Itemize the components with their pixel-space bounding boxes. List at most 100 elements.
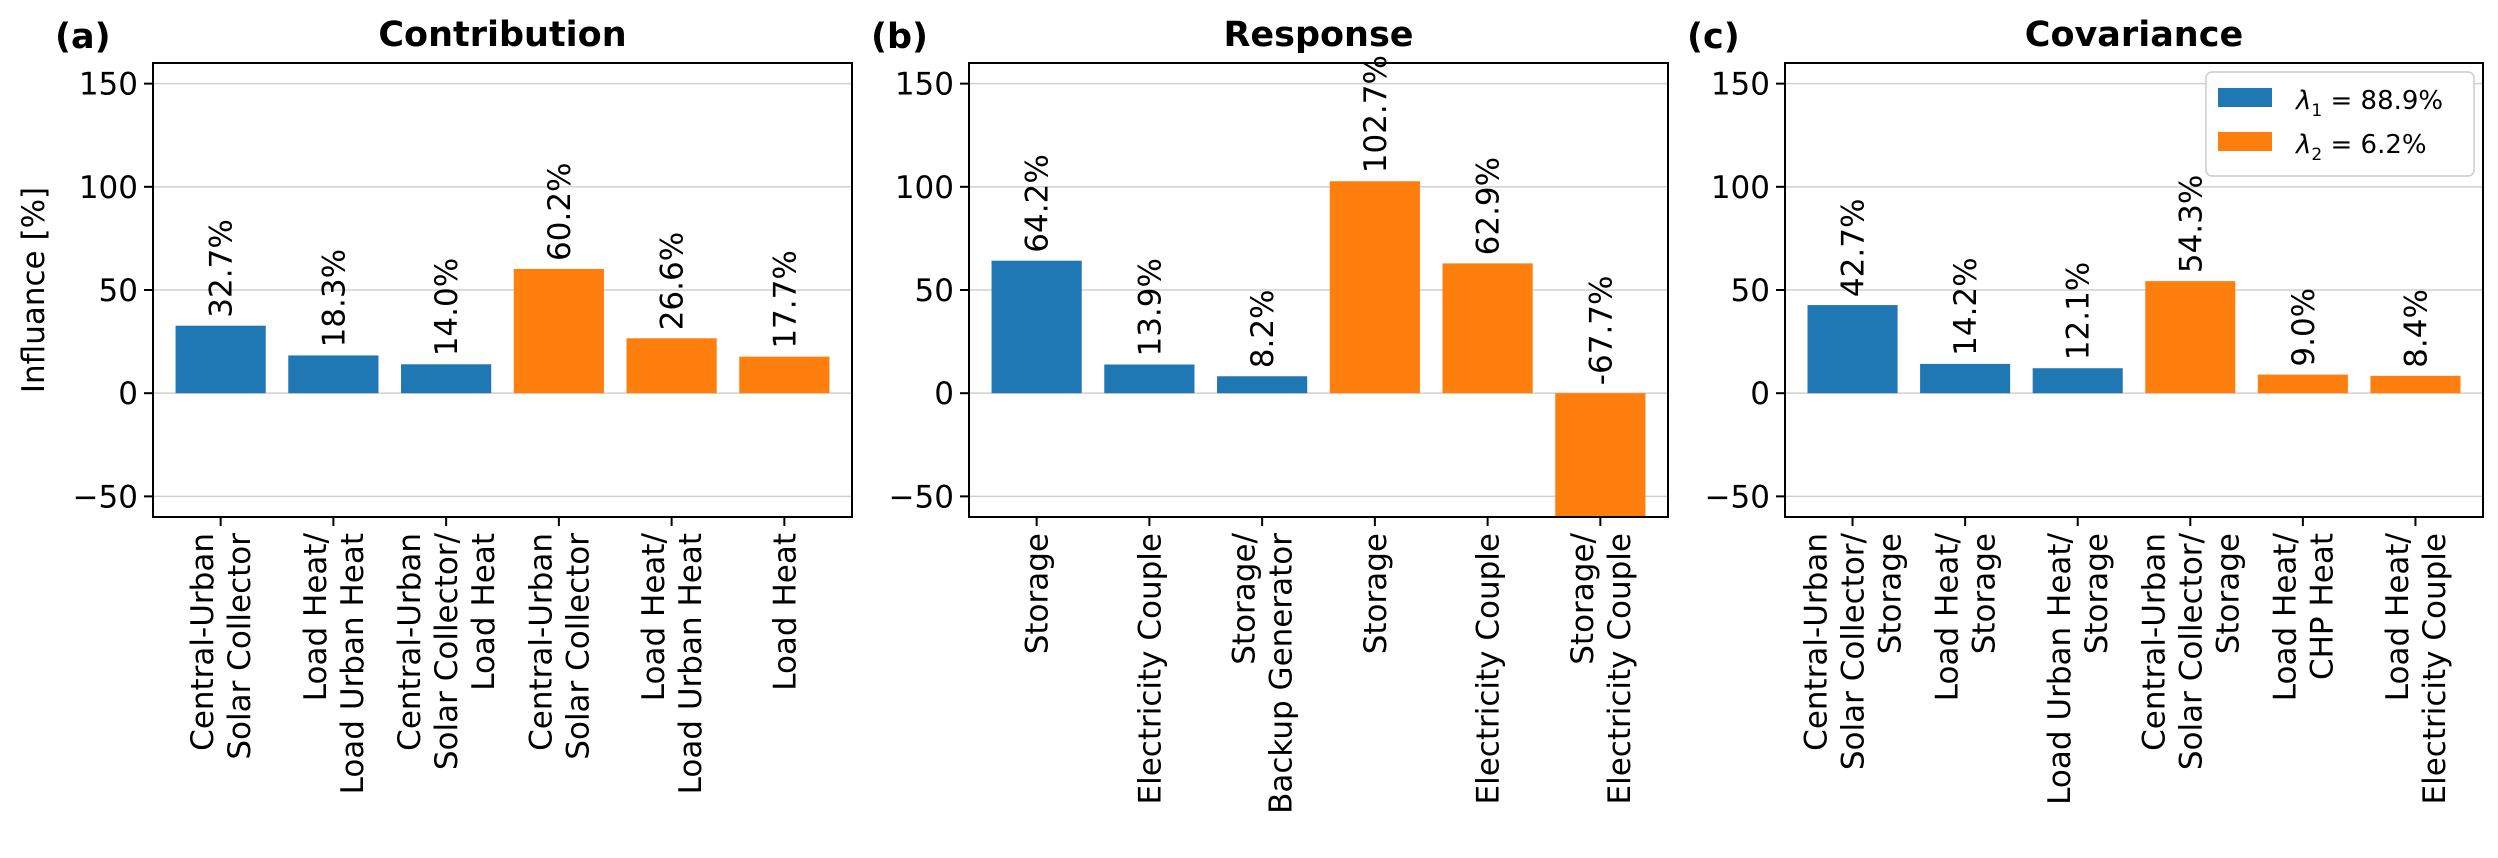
- x-tick-label: Electricity Couple: [1471, 533, 1507, 804]
- legend-label-sub: 2: [2311, 145, 2322, 165]
- panel-title: Response: [1223, 15, 1413, 55]
- bar-value-label: 42.7%: [1836, 199, 1872, 297]
- panel-label: (a): [55, 17, 111, 57]
- bar: [2145, 281, 2236, 394]
- x-tick-label-line: Storage: [1020, 533, 1056, 654]
- x-tick-label: Storage: [1020, 533, 1056, 654]
- x-tick-label-line: Load Urban Heat: [673, 533, 709, 794]
- x-tick-label-line: Electricity Couple: [1132, 533, 1168, 804]
- x-tick-label: Load Heat/Storage: [1930, 532, 2003, 701]
- y-tick-label: 0: [1750, 376, 1770, 412]
- x-tick-label-line: Electricity Couple: [2417, 533, 2453, 804]
- bars-group: [991, 181, 1646, 517]
- x-tick-label-line: Central-Urban: [392, 533, 428, 751]
- x-tick-label-line: Electricity Couple: [1471, 533, 1507, 804]
- chart-panel-2: 64.2% 13.9% 8.2% 102.7% 62.9% -67.7% −50 0 50 100…: [871, 15, 1669, 814]
- y-tick-label: 150: [895, 67, 954, 103]
- bar-value-label: -67.7%: [1583, 276, 1619, 386]
- panel-title: Covariance: [2025, 15, 2243, 55]
- x-tick-label-line: Central-Urban: [1799, 533, 1835, 751]
- bars-group: [175, 268, 830, 394]
- bar: [1442, 263, 1533, 394]
- bar: [1920, 363, 2011, 394]
- y-tick-label: 150: [1711, 67, 1770, 103]
- x-tick-label: Storage/Electricity Couple: [1565, 532, 1638, 804]
- chart-panel-3: 42.7% 14.2% 12.1% 54.3% 9.0% 8.4% −50 0 50 100 150…: [1687, 15, 2484, 805]
- legend-swatch: [2218, 88, 2272, 107]
- x-tick-label: Central-UrbanSolar Collector/Storage: [2136, 532, 2246, 770]
- bar-value-label: 102.7%: [1358, 55, 1394, 173]
- x-tick-label-line: Load Heat/: [1930, 532, 1966, 701]
- legend: λ1 = 88.9% λ2 = 6.2%: [2205, 71, 2475, 177]
- x-tick-label-line: Storage: [2079, 533, 2115, 654]
- legend-swatch: [2218, 132, 2272, 151]
- panel-title: Contribution: [378, 15, 626, 55]
- bar-value-label: 14.2%: [1948, 257, 1984, 355]
- bar: [401, 364, 492, 394]
- x-tick-label-line: Storage: [1967, 533, 2003, 654]
- legend-label: λ1 = 88.9%: [2294, 86, 2443, 121]
- bar: [513, 268, 604, 394]
- bar-value-label: 13.9%: [1132, 258, 1168, 356]
- x-tick-label: Load Heat/Load Urban Heat: [636, 532, 709, 794]
- bar-value-label: 60.2%: [542, 162, 578, 260]
- legend-label: λ2 = 6.2%: [2294, 130, 2427, 165]
- x-tick-label: Central-UrbanSolar Collector: [523, 533, 596, 760]
- y-tick-label: 100: [1711, 170, 1770, 206]
- legend-label-rest: = 6.2%: [2322, 130, 2426, 160]
- x-tick-label-line: CHP Heat: [2304, 533, 2340, 680]
- x-tick-label-line: Storage/: [1227, 532, 1263, 664]
- x-tick-label-line: Storage: [2210, 533, 2246, 654]
- bar: [2032, 368, 2123, 394]
- x-tick-label: Central-UrbanSolar Collector/Storage: [1799, 532, 1909, 770]
- x-tick-label-line: Load Heat/: [2380, 532, 2416, 701]
- panel-label: (b): [871, 17, 928, 57]
- bar: [2257, 374, 2348, 394]
- bar-value-label: 8.4%: [2398, 289, 2434, 368]
- y-tick-label: −50: [1705, 479, 1770, 515]
- legend-label-sub: 1: [2311, 101, 2322, 121]
- x-tick-label-line: Solar Collector/: [1836, 532, 1872, 770]
- bar: [175, 325, 266, 394]
- x-tick-label: Storage: [1358, 533, 1394, 654]
- panel-label: (c): [1687, 17, 1740, 57]
- bar-value-label: 9.0%: [2286, 288, 2322, 367]
- bar: [1217, 376, 1308, 394]
- x-tick-label-line: Load Heat/: [298, 532, 334, 701]
- x-tick-label-line: Storage/: [1565, 532, 1601, 664]
- x-tick-label: Load Heat: [767, 533, 803, 691]
- x-tick-label-line: Solar Collector/: [2173, 532, 2209, 770]
- bar-value-label: 12.1%: [2061, 262, 2097, 360]
- bar: [991, 260, 1082, 394]
- chart-panel-1: 32.7% 18.3% 14.0% 60.2% 26.6% 17.7% −50 0 50 100 1…: [16, 15, 853, 794]
- bar-value-label: 62.9%: [1471, 157, 1507, 255]
- bar: [1329, 181, 1420, 394]
- x-tick-label-line: Central-Urban: [185, 533, 221, 751]
- x-tick-label: Central-UrbanSolar Collector: [185, 533, 258, 760]
- x-tick-label-line: Electricity Couple: [1602, 533, 1638, 804]
- legend-label-var: λ: [2294, 130, 2311, 160]
- y-axis-label: Influance [%]: [16, 187, 52, 393]
- x-tick-label-line: Load Heat/: [2267, 532, 2303, 701]
- x-tick-label: Central-UrbanSolar Collector/Load Heat: [392, 532, 502, 770]
- x-tick-label-line: Solar Collector: [222, 533, 258, 760]
- y-tick-label: 50: [99, 273, 138, 309]
- x-tick-label: Load Urban Heat/Storage: [2042, 532, 2115, 804]
- y-tick-label: −50: [73, 479, 138, 515]
- x-tick-label-line: Central-Urban: [2136, 533, 2172, 751]
- x-tick-label: Storage/Backup Generator: [1227, 532, 1300, 813]
- x-tick-label-line: Load Urban Heat: [335, 533, 371, 794]
- bar: [739, 356, 830, 394]
- y-tick-label: 50: [1731, 273, 1770, 309]
- bar-value-label: 17.7%: [767, 250, 803, 348]
- bar: [1555, 393, 1646, 517]
- bar: [288, 355, 379, 394]
- x-tick-label-line: Backup Generator: [1264, 533, 1300, 814]
- x-tick-label-line: Load Heat: [767, 533, 803, 691]
- bar-value-label: 32.7%: [204, 219, 240, 317]
- x-tick-label-line: Storage: [1873, 533, 1909, 654]
- x-tick-label: Load Heat/Load Urban Heat: [298, 532, 371, 794]
- x-tick-label-line: Load Heat: [466, 533, 502, 691]
- x-tick-label-line: Load Urban Heat/: [2042, 532, 2078, 804]
